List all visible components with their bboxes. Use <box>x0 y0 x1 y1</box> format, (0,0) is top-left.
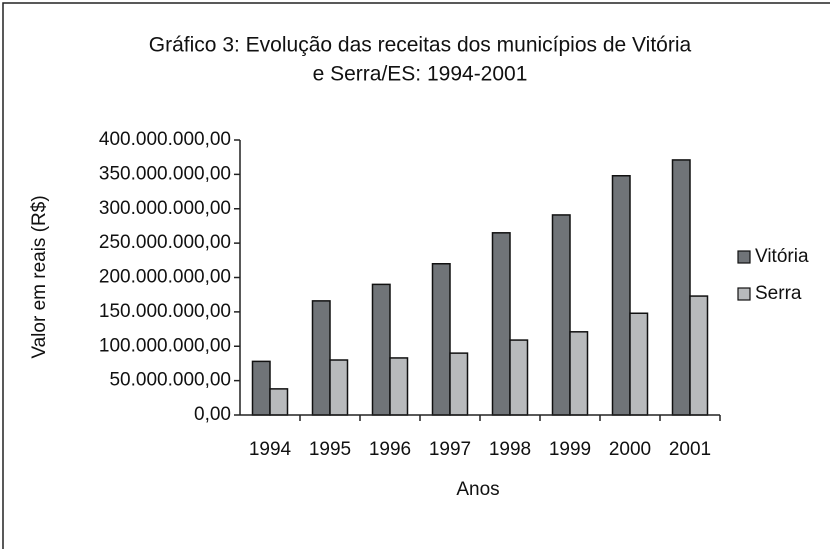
y-tick-label: 400.000.000,00 <box>99 129 231 150</box>
x-tick-label: 1998 <box>489 439 531 460</box>
x-axis-label: Anos <box>456 479 499 500</box>
bar <box>611 175 631 416</box>
y-tick-label: 300.000.000,00 <box>99 198 231 219</box>
bar <box>569 331 589 416</box>
chart-title: e Serra/ES: 1994-2001 <box>313 63 528 86</box>
x-tick-label: 1997 <box>429 439 471 460</box>
x-tick-label: 1995 <box>309 439 351 460</box>
x-tick-label: 1994 <box>249 439 292 460</box>
y-tick-label: 50.000.000,00 <box>109 370 231 391</box>
bar <box>371 283 391 416</box>
y-tick-label: 150.000.000,00 <box>99 301 231 322</box>
legend-swatch <box>737 287 751 301</box>
y-axis-label: Valor em reais (R$) <box>29 195 50 358</box>
bar <box>689 295 709 416</box>
y-tick-label: 0,00 <box>194 404 231 425</box>
bar <box>251 360 271 416</box>
bar <box>431 263 451 416</box>
x-tick-label: 1996 <box>369 439 411 460</box>
chart-title: Gráfico 3: Evolução das receitas dos mun… <box>149 34 692 57</box>
bar <box>449 352 469 416</box>
legend-swatch <box>737 250 751 264</box>
bar <box>269 388 289 416</box>
legend-label: Serra <box>755 283 802 304</box>
bar <box>671 159 691 416</box>
bar <box>329 359 349 416</box>
x-tick-label: 2001 <box>669 439 711 460</box>
x-tick-label: 1999 <box>549 439 591 460</box>
legend-label: Vitória <box>755 246 809 267</box>
bar <box>551 214 571 416</box>
bar <box>389 357 409 416</box>
bar <box>491 232 511 416</box>
y-tick-label: 200.000.000,00 <box>99 267 231 288</box>
y-tick-label: 250.000.000,00 <box>99 232 231 253</box>
bar <box>629 312 649 416</box>
y-tick-label: 100.000.000,00 <box>99 335 231 356</box>
y-tick-label: 350.000.000,00 <box>99 163 231 184</box>
bar <box>311 300 331 416</box>
bar <box>509 339 529 416</box>
x-tick-label: 2000 <box>609 439 651 460</box>
